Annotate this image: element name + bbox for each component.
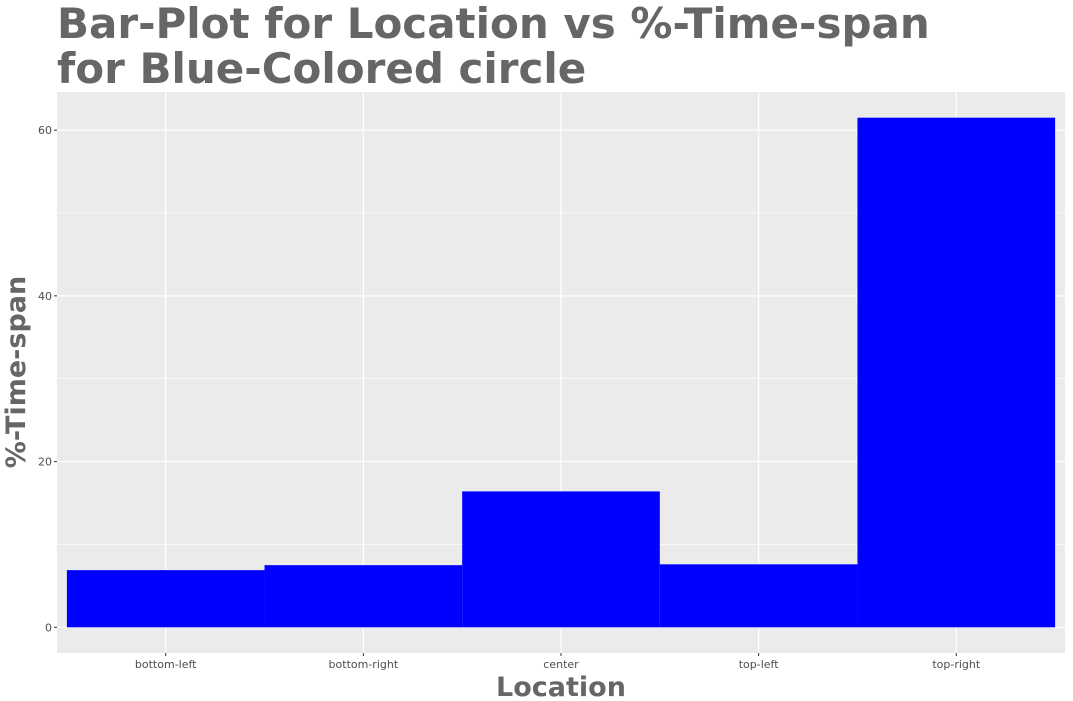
y-tick-label: 20	[38, 456, 52, 469]
x-tick-label: bottom-left	[135, 658, 197, 671]
x-tick-label: center	[543, 658, 579, 671]
y-tick-label: 0	[45, 621, 52, 634]
x-tick-label: top-right	[932, 658, 981, 671]
bars	[66, 117, 1056, 628]
bar-bottom-left	[66, 570, 265, 628]
chart-title-line-1: Bar-Plot for Location vs %-Time-span	[57, 0, 930, 48]
y-axis-title: %-Time-span	[1, 276, 32, 468]
x-axis: bottom-left bottom-right center top-left top…	[135, 653, 981, 671]
y-axis: 0 20 40 60	[38, 124, 57, 634]
bar-center	[462, 491, 660, 628]
x-tick-label: top-left	[739, 658, 779, 671]
bar-top-right	[857, 117, 1056, 628]
x-tick-label: bottom-right	[329, 658, 399, 671]
chart-title-line-2: for Blue-Colored circle	[57, 44, 586, 93]
y-tick-label: 40	[38, 290, 52, 303]
y-tick-label: 60	[38, 124, 52, 137]
bar-top-left	[659, 564, 858, 628]
x-axis-title: Location	[496, 672, 626, 701]
bar-bottom-right	[264, 565, 463, 628]
